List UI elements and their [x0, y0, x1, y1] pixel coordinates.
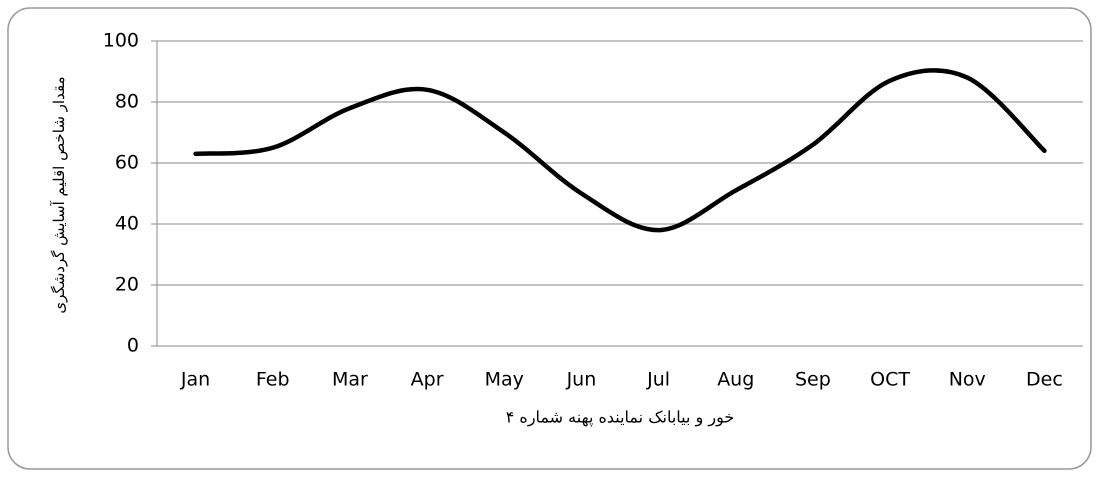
y-tick-label: 80 — [115, 91, 139, 113]
y-tick-label: 20 — [115, 274, 139, 296]
x-tick-label: Sep — [795, 369, 831, 391]
y-tick-label: 60 — [115, 152, 139, 174]
x-tick-label: Apr — [411, 369, 444, 391]
x-tick-label: Nov — [949, 369, 986, 391]
x-tick-label: Aug — [717, 369, 754, 391]
chart: خور و بیابانک نماینده پهنه شماره ۴ مقدار… — [0, 0, 1099, 477]
y-axis-title: مقدار شاخص اقلیم آسایش گردشگری — [50, 76, 68, 313]
x-tick-label: May — [485, 369, 524, 391]
chart-border — [8, 8, 1091, 469]
y-tick-label: 0 — [127, 335, 139, 357]
x-tick-label: Jan — [180, 369, 210, 391]
x-axis-title: خور و بیابانک نماینده پهنه شماره ۴ — [506, 408, 735, 427]
y-tick-label: 40 — [115, 213, 139, 235]
x-tick-label: Jul — [646, 369, 670, 391]
x-tick-label: Mar — [332, 369, 368, 391]
x-tick-label: OCT — [870, 369, 910, 391]
y-tick-label: 100 — [103, 30, 139, 52]
x-tick-label: Jun — [566, 369, 597, 391]
x-tick-label: Dec — [1026, 369, 1063, 391]
x-tick-label: Feb — [256, 369, 290, 391]
